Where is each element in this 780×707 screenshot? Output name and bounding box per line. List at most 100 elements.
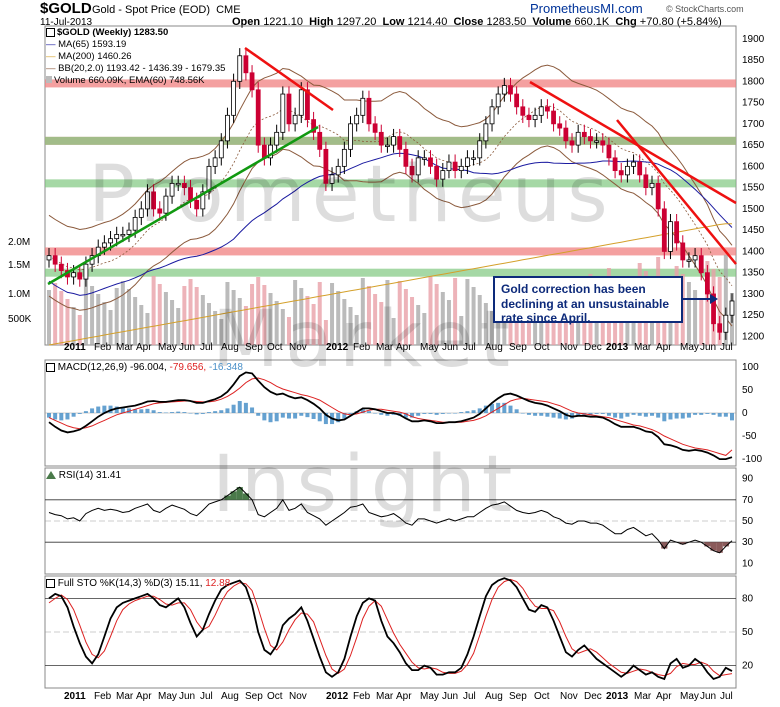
volume-bar <box>120 281 125 345</box>
volume-bar <box>403 289 408 345</box>
price-tick-label: 1900 <box>742 34 765 45</box>
macd-hist-bar <box>563 413 568 420</box>
legend-ma65-text: MA(65) 1593.19 <box>58 39 127 50</box>
macd-hist-bar <box>385 413 390 416</box>
volume-bar <box>206 303 211 345</box>
ticker-description: Gold - Spot Price (EOD) CME <box>92 4 241 16</box>
macd-hist-bar <box>53 413 58 420</box>
volume-bar <box>90 286 95 345</box>
support-band <box>45 179 736 188</box>
low-value: 1214.40 <box>407 16 448 28</box>
macd-hist-bar <box>225 408 230 413</box>
candle-body <box>194 199 200 210</box>
volume-bar <box>379 302 384 345</box>
site-link[interactable]: PrometheusMI.com <box>530 1 643 16</box>
macd-hist-bar <box>705 413 710 414</box>
price-tick-label: 1300 <box>742 289 765 300</box>
candle-body <box>311 119 316 133</box>
candle-body <box>212 157 218 167</box>
volume-bar <box>299 288 304 345</box>
macd-hist-bar <box>219 410 224 413</box>
macd-hist-bar <box>194 413 199 415</box>
macd-hist-bar <box>643 413 648 417</box>
volume-bar <box>71 307 76 345</box>
volume-bar <box>53 283 58 345</box>
volume-bar <box>268 293 273 345</box>
volume-bar <box>274 301 279 345</box>
macd-hist-bar <box>576 413 581 416</box>
price-tick-label: 1700 <box>742 119 765 130</box>
macd-hist-bar <box>71 413 76 417</box>
candle-body <box>668 221 673 252</box>
candle-body <box>354 114 360 125</box>
candle-body <box>138 208 144 218</box>
macd-line <box>48 371 733 461</box>
resistance-band <box>45 79 736 88</box>
x-axis-label: Nov <box>289 691 307 702</box>
volume-bar <box>446 300 451 345</box>
macd-hist-bar <box>434 413 439 415</box>
checkbox-icon <box>46 362 55 372</box>
volume-bar <box>59 291 64 345</box>
volume-bar <box>668 303 673 345</box>
macd-hist-bar <box>551 413 556 418</box>
candle-body <box>674 221 680 244</box>
macd-hist-bar <box>539 413 544 416</box>
volume-bar <box>336 291 341 345</box>
volume-bar <box>280 309 285 345</box>
volume-value: 660.1K <box>574 16 610 28</box>
x-axis-label: Sep <box>245 691 263 702</box>
candle-body <box>729 300 735 316</box>
candle-body <box>335 165 341 176</box>
macd-hist-bar <box>59 413 64 421</box>
candle-body <box>114 234 120 240</box>
rsi-overbought-fill <box>224 495 231 500</box>
sto-tick-label: 80 <box>742 593 754 604</box>
volume-bar <box>225 282 230 345</box>
candle-body <box>649 182 655 189</box>
candle-body <box>575 131 581 146</box>
volume-bar <box>126 289 131 345</box>
candle-body <box>588 136 593 142</box>
rsi-oversold-fill <box>716 542 723 553</box>
macd-hist-bar <box>311 413 316 419</box>
candle-body <box>249 72 255 91</box>
x-axis-label: Jun <box>700 342 716 353</box>
bb-middle-line <box>48 105 733 286</box>
macd-hist-bar <box>650 413 655 416</box>
x-axis-label: Jul <box>200 342 213 353</box>
candle-body <box>243 55 249 74</box>
annotation-callout: Gold correction has been declining at an… <box>493 276 683 325</box>
volume-bar <box>330 283 335 345</box>
candle-body <box>200 191 206 210</box>
candle-body <box>151 191 157 210</box>
candle-body <box>637 161 643 176</box>
rsi-oversold-fill <box>679 542 686 545</box>
legend-volume: Volume 660.09K, EMA(60) 748.56K <box>46 75 205 86</box>
volume-bar <box>563 317 568 345</box>
macd-hist-bar <box>490 403 495 413</box>
volume-bar <box>293 280 298 345</box>
candle-body <box>415 157 421 176</box>
candle-body <box>237 55 243 82</box>
macd-hist-bar <box>360 409 365 413</box>
macd-tick-label: -100 <box>742 454 762 465</box>
resistance-band <box>45 247 736 256</box>
legend-macd-label: MACD(12,26,9) <box>57 362 128 373</box>
candle-body <box>704 272 710 295</box>
macd-tick-label: 0 <box>742 408 748 419</box>
candle-body <box>378 131 384 146</box>
candle-body <box>341 148 347 167</box>
candle-body <box>366 97 372 125</box>
x-axis-label: Jun <box>179 342 195 353</box>
macd-hist-bar <box>422 413 427 414</box>
candle-body <box>77 272 83 280</box>
candle-body <box>477 140 483 159</box>
macd-tick-label: 50 <box>742 385 754 396</box>
macd-hist-bar <box>477 408 482 413</box>
macd-hist-bar <box>557 413 562 419</box>
volume-bar <box>163 292 168 345</box>
macd-hist-bar <box>96 406 101 413</box>
macd-hist-bar <box>206 412 211 413</box>
volume-tick-label: 2.0M <box>8 237 30 248</box>
